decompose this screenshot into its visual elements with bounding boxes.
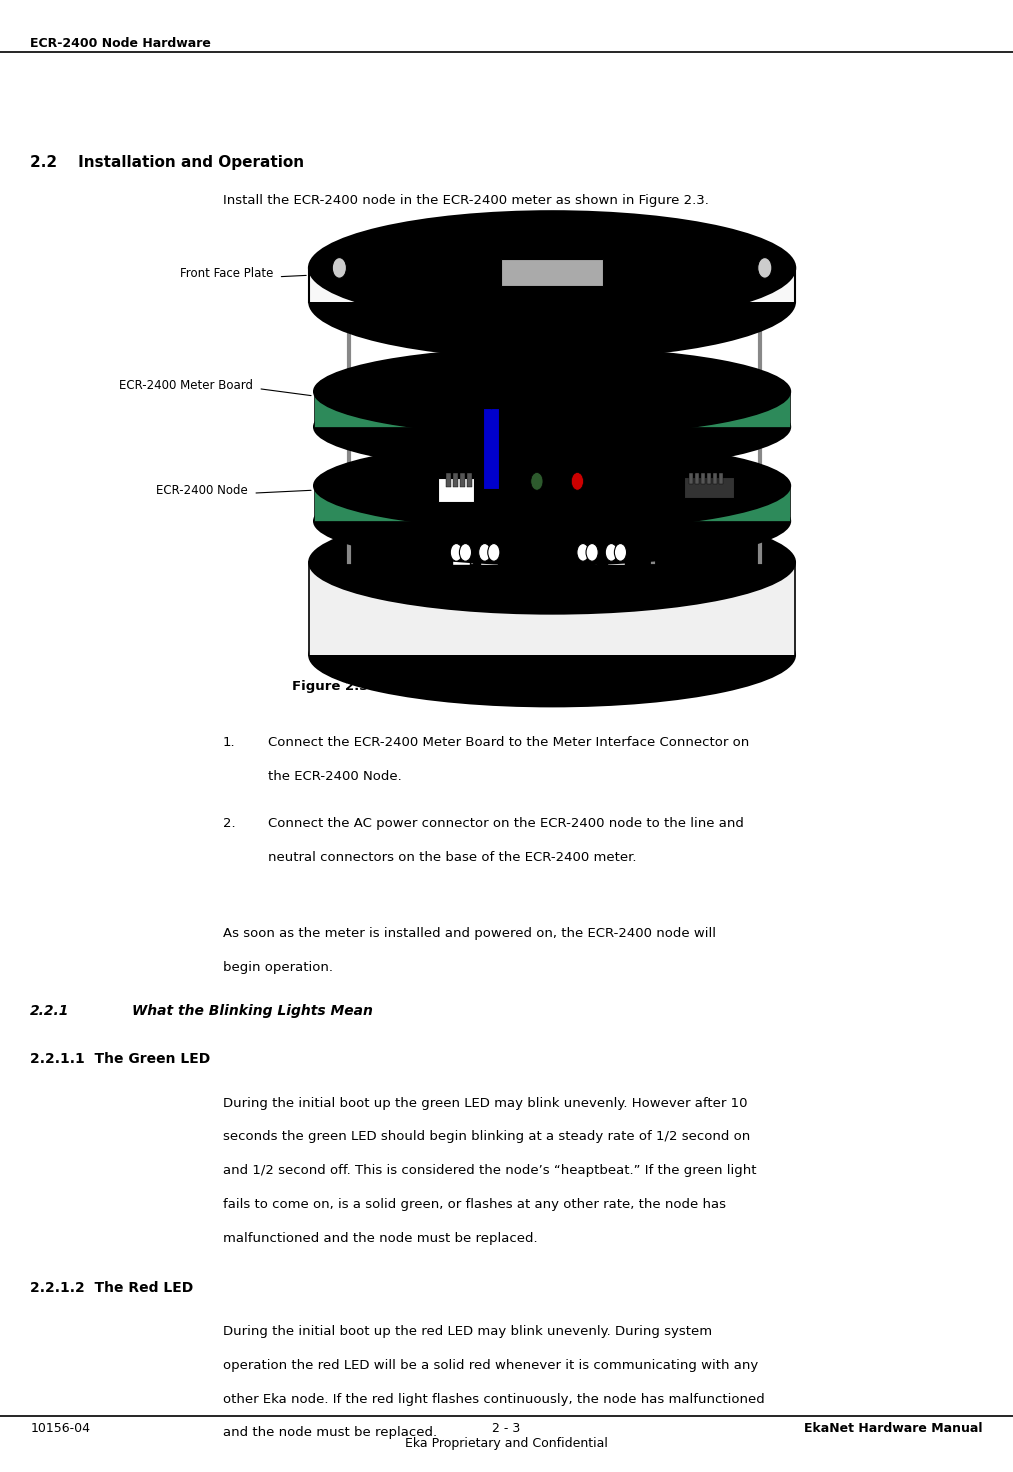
Bar <box>695 473 699 484</box>
Ellipse shape <box>309 210 795 325</box>
Bar <box>719 473 723 484</box>
Bar <box>453 473 458 487</box>
Text: ECR-2400 Node: ECR-2400 Node <box>156 484 248 496</box>
Text: 10156-04: 10156-04 <box>30 1422 90 1435</box>
Text: and the node must be replaced.: and the node must be replaced. <box>223 1426 437 1440</box>
Text: Front Face Plate: Front Face Plate <box>180 268 274 280</box>
Circle shape <box>606 543 617 561</box>
Text: other Eka node. If the red light flashes continuously, the node has malfunctione: other Eka node. If the red light flashes… <box>223 1393 765 1406</box>
Text: During the initial boot up the red LED may blink unevenly. During system: During the initial boot up the red LED m… <box>223 1325 712 1338</box>
Circle shape <box>571 473 583 490</box>
Text: Figure 2.3  Eka Node Placement within a ECR-2400 Meter: Figure 2.3 Eka Node Placement within a E… <box>292 680 721 693</box>
Text: operation the red LED will be a solid red whenever it is communicating with any: operation the red LED will be a solid re… <box>223 1359 758 1372</box>
Text: During the initial boot up the green LED may blink unevenly. However after 10: During the initial boot up the green LED… <box>223 1097 748 1110</box>
Circle shape <box>460 543 472 561</box>
Bar <box>309 268 795 302</box>
Text: 2.2.1.1  The Green LED: 2.2.1.1 The Green LED <box>30 1052 211 1067</box>
Text: LED Status Lights: LED Status Lights <box>613 409 717 421</box>
Ellipse shape <box>314 347 790 436</box>
Circle shape <box>614 543 626 561</box>
Ellipse shape <box>314 442 790 530</box>
Bar <box>480 528 498 565</box>
Text: Antenna: Antenna <box>542 343 592 355</box>
Bar <box>713 473 717 484</box>
Bar <box>309 562 795 655</box>
Bar <box>446 473 451 487</box>
Bar <box>689 473 693 484</box>
Ellipse shape <box>314 477 790 565</box>
Circle shape <box>488 543 500 561</box>
Text: ECR-2400 Meter Board: ECR-2400 Meter Board <box>120 380 253 392</box>
Text: Connect the AC power connector on the ECR-2400 node to the line and: Connect the AC power connector on the EC… <box>268 817 745 830</box>
Bar <box>314 392 790 427</box>
Text: 2.2.1.2  The Red LED: 2.2.1.2 The Red LED <box>30 1281 193 1295</box>
Text: Connect the ECR-2400 Meter Board to the Meter Interface Connector on: Connect the ECR-2400 Meter Board to the … <box>268 736 750 749</box>
Bar <box>701 473 705 484</box>
Circle shape <box>758 258 772 278</box>
Text: begin operation.: begin operation. <box>223 961 333 974</box>
Bar <box>460 473 465 487</box>
Circle shape <box>531 473 543 490</box>
Ellipse shape <box>309 244 795 359</box>
Text: What the Blinking Lights Mean: What the Blinking Lights Mean <box>132 1004 373 1019</box>
Bar <box>483 408 499 489</box>
Circle shape <box>586 543 598 561</box>
Bar <box>452 528 470 565</box>
Text: 2.2.1: 2.2.1 <box>30 1004 70 1019</box>
Text: 2.2    Installation and Operation: 2.2 Installation and Operation <box>30 155 305 169</box>
Circle shape <box>478 543 490 561</box>
Text: EkaNet Hardware Manual: EkaNet Hardware Manual <box>804 1422 983 1435</box>
Text: and 1/2 second off. This is considered the node’s “heaptbeat.” If the green ligh: and 1/2 second off. This is considered t… <box>223 1164 757 1178</box>
Ellipse shape <box>309 604 795 707</box>
Text: 2.: 2. <box>223 817 235 830</box>
Text: 2 - 3: 2 - 3 <box>492 1422 521 1435</box>
Text: AC Power
Connector: AC Power Connector <box>431 567 491 595</box>
Text: fails to come on, is a solid green, or flashes at any other rate, the node has: fails to come on, is a solid green, or f… <box>223 1198 726 1211</box>
Text: As soon as the meter is installed and powered on, the ECR-2400 node will: As soon as the meter is installed and po… <box>223 927 716 941</box>
Text: Meter Interface
Connector: Meter Interface Connector <box>684 556 775 584</box>
Text: neutral connectors on the base of the ECR-2400 meter.: neutral connectors on the base of the EC… <box>268 851 637 864</box>
Text: Install the ECR-2400 node in the ECR-2400 meter as shown in Figure 2.3.: Install the ECR-2400 node in the ECR-240… <box>223 194 709 208</box>
Circle shape <box>577 543 589 561</box>
Ellipse shape <box>309 511 795 614</box>
Text: the ECR-2400 Node.: the ECR-2400 Node. <box>268 770 402 783</box>
Circle shape <box>332 258 346 278</box>
Text: seconds the green LED should begin blinking at a steady rate of 1/2 second on: seconds the green LED should begin blink… <box>223 1130 750 1144</box>
Bar <box>438 478 474 502</box>
Bar <box>707 473 711 484</box>
Bar <box>578 528 597 565</box>
Bar <box>467 473 472 487</box>
Text: ECR-2400 Node Hardware: ECR-2400 Node Hardware <box>30 37 212 50</box>
Bar <box>607 528 625 565</box>
Bar <box>501 259 603 286</box>
Text: 1.: 1. <box>223 736 235 749</box>
Circle shape <box>451 543 462 561</box>
Bar <box>314 486 790 521</box>
Text: Eka Proprietary and Confidential: Eka Proprietary and Confidential <box>405 1437 608 1450</box>
Bar <box>684 477 734 498</box>
Text: malfunctioned and the node must be replaced.: malfunctioned and the node must be repla… <box>223 1232 538 1245</box>
Ellipse shape <box>314 383 790 471</box>
